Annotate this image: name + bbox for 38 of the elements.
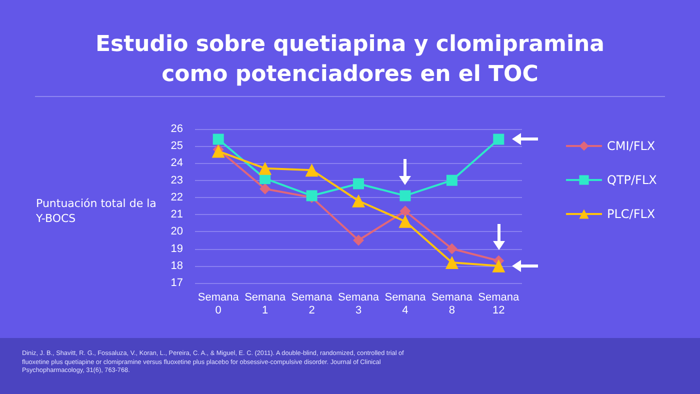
point: [212, 144, 225, 158]
point: [446, 174, 458, 186]
chart-title: Estudio sobre quetiapina y clomipramina como potenciadores en el TOC: [94, 31, 606, 89]
y-tick-label: 19: [170, 242, 183, 255]
y-tick-label: 17: [170, 277, 183, 289]
legend-label: QTP/FLX: [607, 173, 657, 187]
y-tick-label: 18: [170, 260, 183, 272]
x-tick-label: Semana 8: [431, 292, 474, 316]
x-tick-label: Semana 2: [291, 292, 334, 316]
point: [398, 214, 412, 228]
point: [400, 206, 411, 217]
x-tick-label: Semana 12: [478, 292, 520, 316]
point: [445, 256, 458, 269]
x-tick-label: Semana 1: [244, 292, 286, 316]
y-axis-title: Puntuación total de la Y-BOCS: [36, 196, 158, 226]
point: [400, 190, 411, 202]
point: [212, 134, 224, 145]
legend-label: CMI/FLX: [607, 139, 656, 153]
point: [493, 134, 504, 145]
point: [352, 194, 365, 208]
y-tick-label: 21: [170, 208, 183, 221]
point: [305, 164, 318, 177]
y-tick-label: 22: [170, 191, 183, 204]
y-tick-label: 23: [170, 174, 183, 186]
y-tick-label: 25: [170, 140, 183, 152]
point: [492, 259, 506, 272]
x-tick-label: Semana 3: [338, 292, 380, 316]
point: [353, 178, 364, 190]
y-tick-label: 24: [170, 157, 183, 170]
point: [258, 162, 272, 175]
y-tick-label: 26: [170, 123, 183, 135]
x-tick-label: Semana 4: [384, 292, 427, 316]
x-tick-label: Semana 0: [198, 292, 240, 316]
y-tick-label: 20: [170, 226, 183, 238]
point: [260, 183, 271, 194]
point: [446, 243, 458, 254]
legend-label: PLC/FLX: [607, 207, 656, 221]
point: [353, 234, 364, 246]
